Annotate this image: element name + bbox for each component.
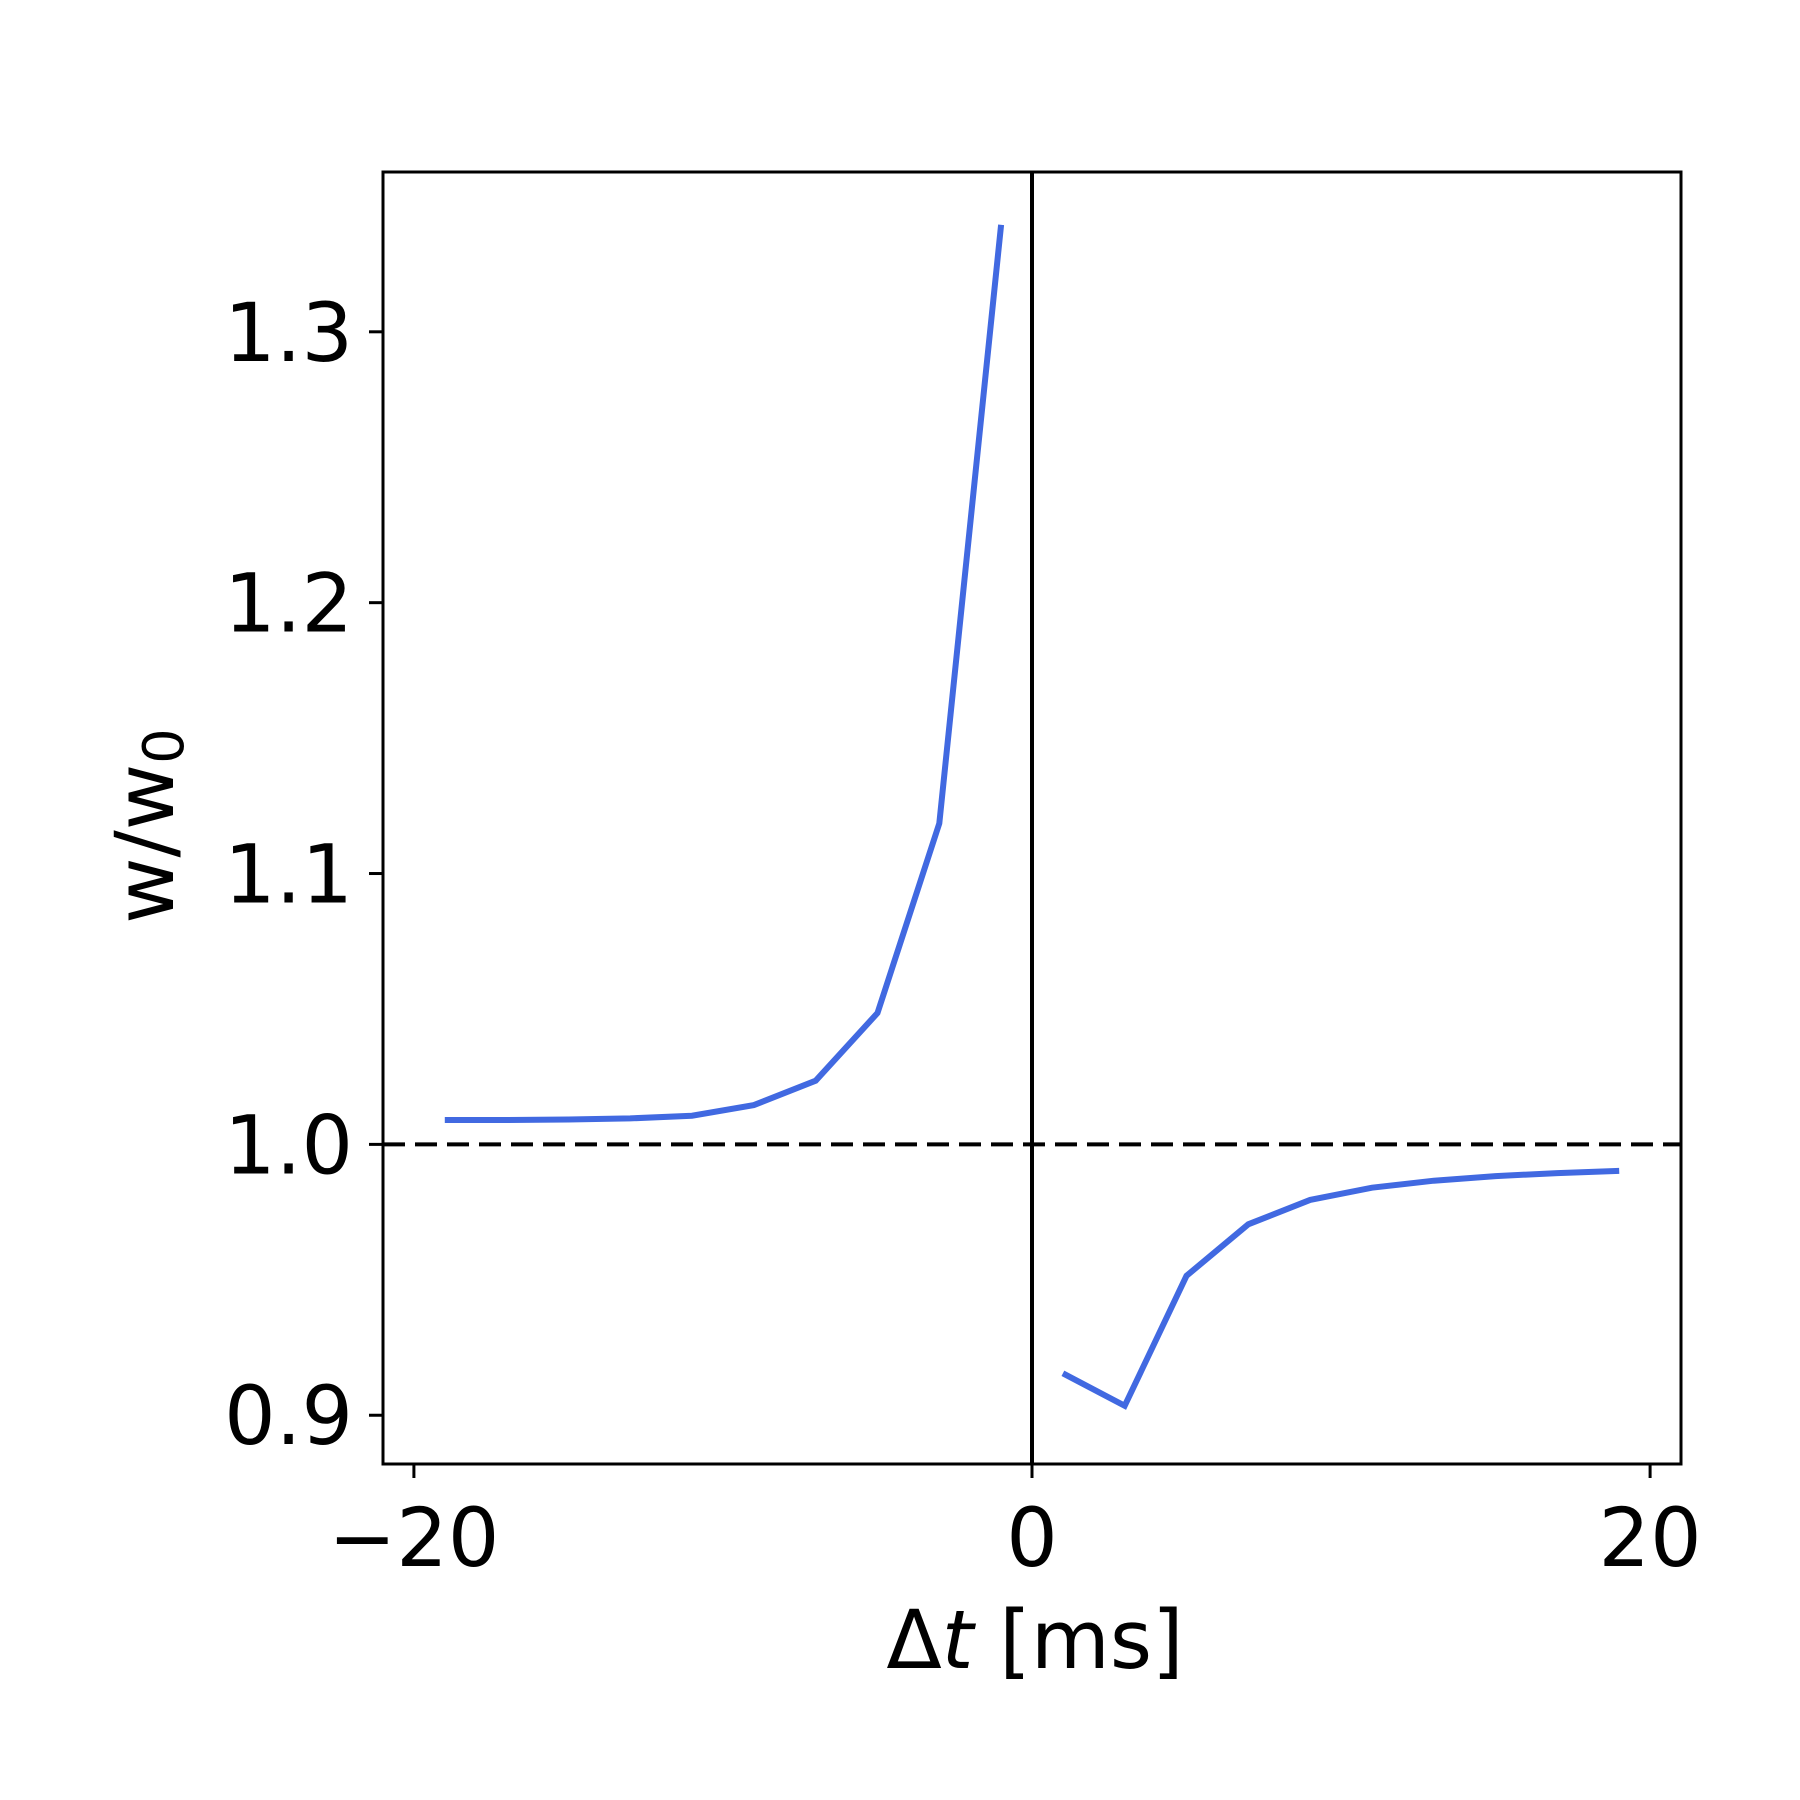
x-axis-ticks: −20 0 20 (328, 1464, 1702, 1586)
series-line-segment-1 (444, 224, 1005, 1123)
x-axis-label: Δt [ms] (886, 1594, 1183, 1688)
series-line-segment-2 (1061, 1167, 1620, 1410)
y-axis-label-base: w/w (99, 764, 193, 924)
y-tick-label: 1.0 (224, 1099, 353, 1193)
x-axis-label-symbol: Δ (886, 1594, 941, 1688)
y-tick-label: 1.3 (224, 287, 353, 381)
reference-lines (383, 172, 1681, 1464)
x-tick-label: 20 (1599, 1492, 1702, 1586)
x-axis-label-variable: t (942, 1594, 977, 1688)
y-tick-label: 0.9 (224, 1370, 353, 1464)
y-axis-label: w/w0 (99, 728, 197, 923)
y-tick-label: 1.1 (224, 829, 353, 923)
y-tick-label: 1.2 (224, 558, 353, 652)
y-axis-label-subscript: 0 (132, 728, 197, 764)
series-layer (444, 224, 1620, 1410)
x-axis-label-unit: [ms] (974, 1594, 1184, 1688)
x-tick-label: 0 (1006, 1492, 1058, 1586)
y-axis-ticks: 0.9 1.0 1.1 1.2 1.3 (224, 287, 383, 1464)
x-tick-label: −20 (328, 1492, 499, 1586)
